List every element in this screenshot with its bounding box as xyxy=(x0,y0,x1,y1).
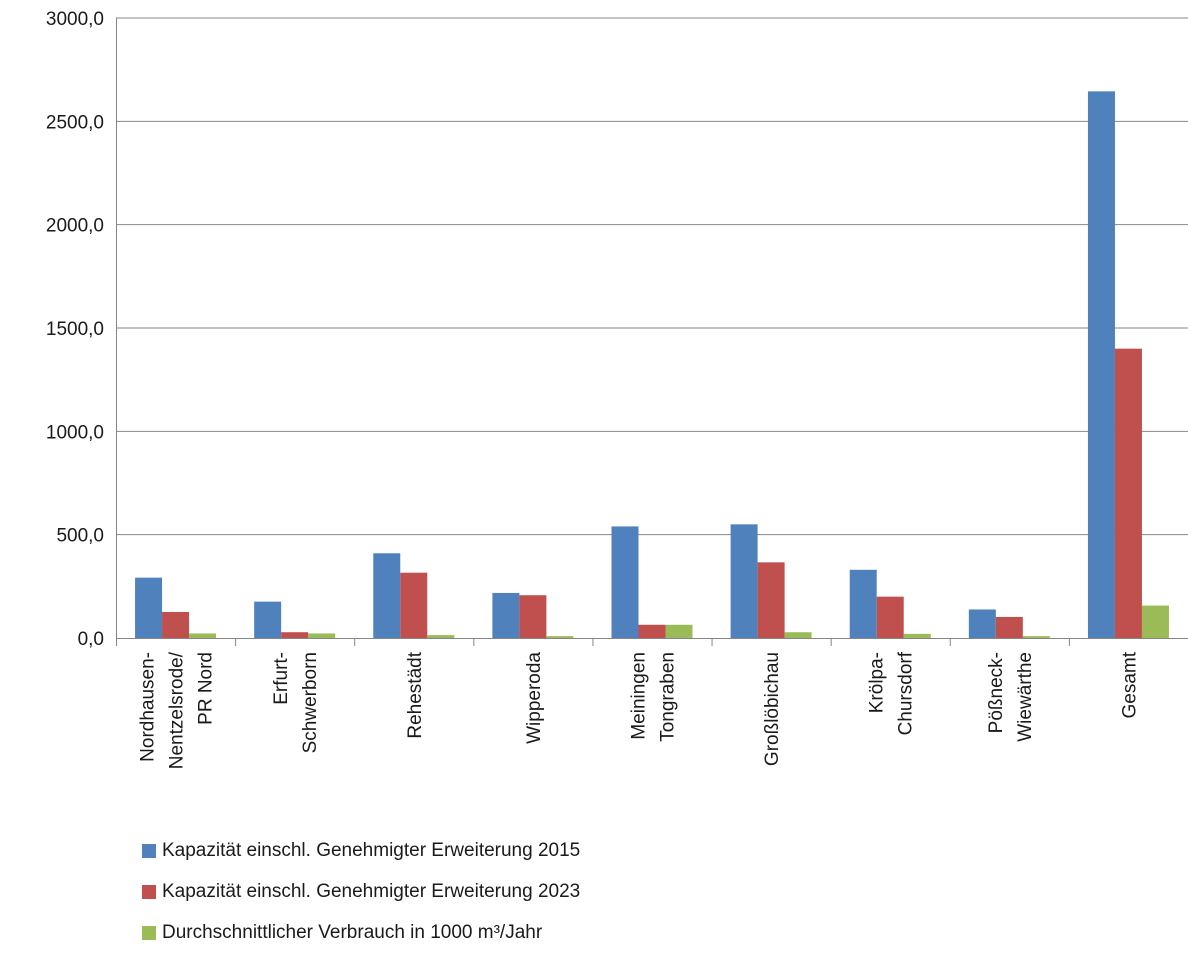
y-tick-label: 2500,0 xyxy=(46,112,104,133)
bars xyxy=(135,91,1169,638)
x-tick-label-line: Wipperoda xyxy=(524,652,545,744)
legend-swatch-2015 xyxy=(142,843,156,858)
x-tick-label-line: Nentzelsrode/ xyxy=(167,651,188,769)
y-tick-label: 500,0 xyxy=(56,526,104,547)
legend-label-2015: Kapazität einschl. Genehmigter Erweiteru… xyxy=(162,839,581,861)
bar xyxy=(492,592,520,638)
x-tick-label: Nordhausen- Nentzelsrode/PR Nord xyxy=(138,651,217,769)
x-tick-label-line: Krölpa- xyxy=(867,652,888,713)
legend-swatch-verbrauch xyxy=(142,925,156,940)
bar xyxy=(1087,91,1115,638)
bar xyxy=(1114,348,1142,638)
bar xyxy=(638,624,666,638)
y-tick-label: 0,0 xyxy=(78,629,104,650)
bar xyxy=(162,611,190,638)
x-axis-tick-labels: Nordhausen- Nentzelsrode/PR Nord Erfurt- Sc… xyxy=(138,651,1141,769)
x-tick-label: Großlöbichau xyxy=(762,652,783,766)
x-tick-label-line: Wiewärthe xyxy=(1015,652,1036,742)
bar xyxy=(546,636,574,638)
bar xyxy=(1141,605,1169,638)
y-tick-label: 3000,0 xyxy=(46,9,104,30)
bar xyxy=(308,633,336,638)
x-tick-label: Rehestädt xyxy=(405,651,426,738)
bar xyxy=(1022,636,1050,638)
y-tick-label: 1500,0 xyxy=(46,319,104,340)
x-tick-label-line: Rehestädt xyxy=(405,651,426,738)
x-tick-label-line: Meiningen xyxy=(629,652,650,740)
bar xyxy=(995,616,1023,638)
x-tick-label: Pößneck- Wiewärthe xyxy=(986,652,1036,742)
bar xyxy=(135,577,163,638)
x-tick-label-line: Tongraben xyxy=(658,652,679,742)
x-tick-label: Erfurt- Schwerborn xyxy=(271,652,321,753)
bar xyxy=(519,595,547,638)
x-tick-label: Gesamt xyxy=(1119,651,1140,718)
gridlines xyxy=(116,17,1188,536)
bar xyxy=(427,635,455,638)
legend-item-2023: Kapazität einschl. Genehmigter Erweiteru… xyxy=(142,871,580,912)
bar xyxy=(757,562,785,638)
bar xyxy=(281,632,309,638)
legend-item-2015: Kapazität einschl. Genehmigter Erweiteru… xyxy=(142,830,580,871)
x-tick-label-line: Gesamt xyxy=(1119,651,1140,718)
bar xyxy=(189,633,217,638)
bar xyxy=(849,569,877,638)
bar xyxy=(730,524,758,638)
bar xyxy=(611,526,639,638)
x-tick-label-line: Chursdorf xyxy=(896,651,917,735)
x-tick-label: Wipperoda xyxy=(524,652,545,744)
x-tick-label-line: Pößneck- xyxy=(986,652,1007,733)
x-tick-label-line: Schwerborn xyxy=(300,652,321,753)
legend-label-verbrauch: Durchschnittlicher Verbrauch in 1000 m³/… xyxy=(162,921,543,943)
bar-chart: 0,0 500,0 1000,0 1500,0 2000,0 2500,0 3000,0 N… xyxy=(46,9,1188,769)
x-tick-label: Krölpa- Chursdorf xyxy=(867,651,917,735)
x-tick-label: Meiningen Tongraben xyxy=(629,652,679,742)
bar xyxy=(665,624,693,638)
x-tick-label-line: Erfurt- xyxy=(271,652,292,705)
legend-swatch-2023 xyxy=(142,884,156,899)
y-axis-tick-labels: 0,0 500,0 1000,0 1500,0 2000,0 2500,0 3000,0 xyxy=(46,9,104,650)
bar xyxy=(784,632,812,638)
bar xyxy=(968,609,996,638)
y-tick-label: 1000,0 xyxy=(46,422,104,443)
bar xyxy=(903,633,931,638)
y-tick-label: 2000,0 xyxy=(46,216,104,237)
bar xyxy=(254,601,282,638)
x-tick-label-line: Großlöbichau xyxy=(762,652,783,766)
bar xyxy=(373,553,401,638)
bar xyxy=(876,596,904,638)
legend-item-verbrauch: Durchschnittlicher Verbrauch in 1000 m³/… xyxy=(142,912,580,953)
bar xyxy=(400,572,428,638)
legend-label-2023: Kapazität einschl. Genehmigter Erweiteru… xyxy=(162,880,581,902)
x-tick-label-line: PR Nord xyxy=(196,652,217,725)
legend: Kapazität einschl. Genehmigter Erweiteru… xyxy=(142,830,580,953)
x-axis-ticks xyxy=(116,638,1070,646)
x-tick-label-line: Nordhausen- xyxy=(138,652,159,762)
